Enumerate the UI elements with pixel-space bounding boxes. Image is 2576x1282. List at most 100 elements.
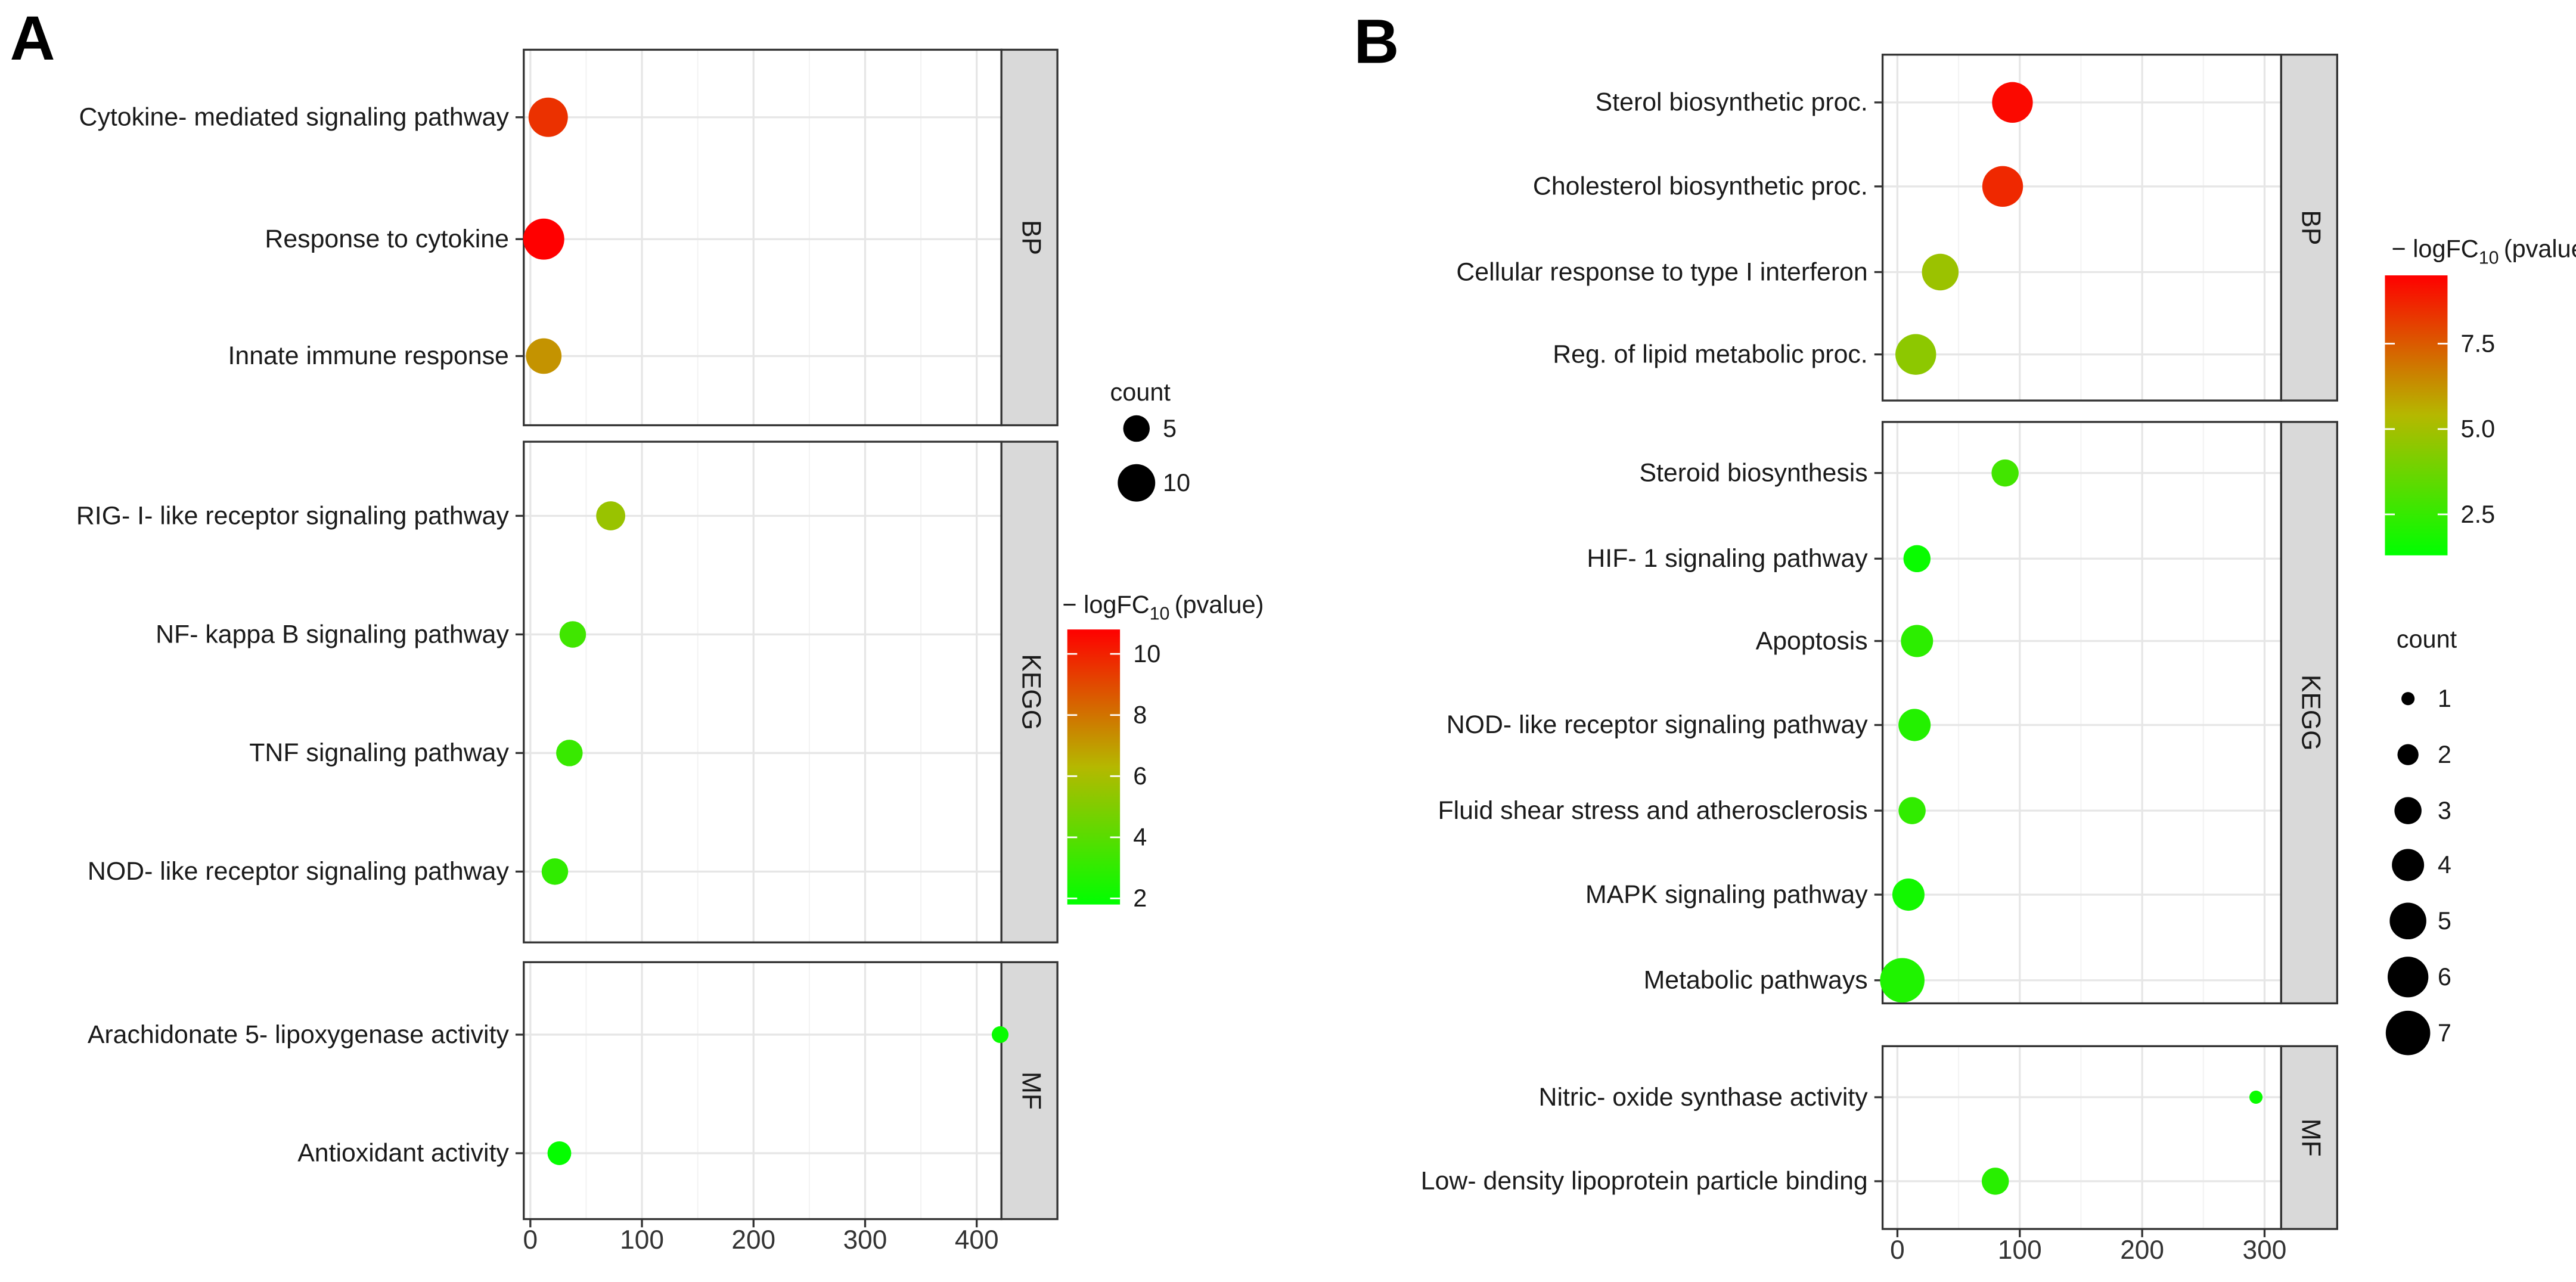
data-point: [1991, 459, 2019, 487]
y-tick-label: Metabolic pathways: [1644, 966, 1868, 995]
data-point: [1982, 166, 2023, 207]
data-point: [1903, 545, 1931, 573]
size-legend-title: count: [2397, 625, 2457, 653]
data-point: [526, 338, 562, 374]
y-tick-label: Cholesterol biosynthetic proc.: [1533, 172, 1868, 201]
facet-strip: [1000, 440, 1059, 943]
size-legend-label: 3: [2438, 796, 2451, 824]
color-legend-title-sub: 10: [2479, 248, 2499, 268]
y-tick-label: Steroid biosynthesis: [1639, 458, 1867, 487]
size-legend-label: 10: [1163, 468, 1190, 496]
y-tick-label: NF- kappa B signaling pathway: [156, 620, 509, 648]
facet-strip: [1000, 48, 1059, 427]
color-bar-tick-label: 6: [1133, 762, 1147, 790]
x-tick-label: 0: [1890, 1236, 1905, 1265]
panel-b: BP Sterol biosynthetic proc. Cholesterol b…: [1421, 54, 2576, 1265]
size-legend-dot: [1123, 415, 1150, 442]
x-tick-label: 100: [620, 1225, 664, 1255]
data-point: [1880, 958, 1925, 1003]
y-tick-label: RIG- I- like receptor signaling pathway: [76, 501, 510, 530]
size-legend-label: 5: [2438, 907, 2451, 935]
facet-bp: BP Cytokine- mediated signaling pathway Re…: [79, 48, 1059, 427]
facet-strip-label: BP: [1016, 220, 1045, 255]
size-legend-dot: [2385, 1010, 2431, 1056]
color-bar-tick-label: 4: [1133, 823, 1147, 851]
color-legend-title-main: − logFC: [1062, 591, 1149, 619]
y-tick-label: NOD- like receptor signaling pathway: [1447, 710, 1869, 739]
y-tick-label: Innate immune response: [228, 342, 509, 370]
data-point: [556, 740, 583, 766]
y-tick-label: Arachidonate 5- lipoxygenase activity: [88, 1020, 510, 1049]
color-bar: [1067, 629, 1121, 905]
size-legend-dot: [2392, 849, 2425, 881]
size-legend-dot: [2394, 797, 2422, 824]
data-point: [1981, 1168, 2009, 1195]
data-point: [528, 97, 568, 137]
color-bar-tick-label: 10: [1133, 640, 1160, 668]
size-legend-dot: [2389, 902, 2426, 940]
plot-background: [523, 962, 1002, 1219]
plot-background: [1882, 54, 2282, 401]
facet-mf: MF Nitric- oxide synthase activity Low- de…: [1421, 1045, 2338, 1230]
data-point: [1922, 253, 1959, 291]
x-tick-label: 100: [1998, 1236, 2042, 1265]
data-point: [1992, 82, 2033, 123]
facet-strip-label: MF: [1016, 1072, 1045, 1110]
facet-bp: BP Sterol biosynthetic proc. Cholesterol b…: [1456, 54, 2338, 402]
color-legend-title-main: − logFC: [2391, 235, 2478, 263]
color-legend-title: − logFC10(pvalue): [2391, 235, 2576, 268]
facet-strip-label: MF: [2296, 1119, 2326, 1157]
y-tick-label: Sterol biosynthetic proc.: [1596, 88, 1868, 117]
color-bar: [2385, 275, 2448, 555]
x-tick-label: 200: [731, 1225, 775, 1255]
color-legend-title-end: (pvalue): [1175, 591, 1264, 619]
size-legend-label: 2: [2438, 740, 2451, 768]
color-bar-tick-label: 2.5: [2461, 500, 2496, 528]
facet-strip-label: KEGG: [2296, 675, 2326, 751]
facet-strip-label: BP: [2296, 210, 2326, 245]
color-legend-title-end: (pvalue): [2504, 235, 2576, 263]
size-legend-label: 7: [2438, 1019, 2451, 1047]
data-point: [2249, 1090, 2263, 1104]
color-bar-tick-label: 5.0: [2461, 415, 2496, 443]
data-point: [523, 218, 564, 260]
y-tick-label: Antioxidant activity: [297, 1139, 509, 1168]
color-legend-title: − logFC10(pvalue): [1062, 591, 1264, 624]
y-tick-label: NOD- like receptor signaling pathway: [88, 857, 510, 886]
x-tick-label: 400: [955, 1225, 999, 1255]
color-legend-title-sub: 10: [1150, 604, 1170, 624]
facet-strip: [2280, 1045, 2338, 1230]
data-point: [1901, 625, 1933, 657]
data-point: [1898, 709, 1931, 741]
panel-label-b: B: [1354, 7, 1399, 77]
y-tick-label: Cytokine- mediated signaling pathway: [79, 103, 510, 132]
facet-strip: [1000, 961, 1059, 1221]
y-tick-label: Fluid shear stress and atherosclerosis: [1438, 796, 1867, 825]
facet-strip-label: KEGG: [1016, 654, 1045, 730]
size-legend-title: count: [1110, 378, 1171, 406]
data-point: [1898, 797, 1926, 824]
data-point: [596, 501, 625, 530]
panel-label-a: A: [10, 4, 55, 73]
size-legend-dot: [2401, 692, 2415, 706]
y-tick-label: Apoptosis: [1756, 626, 1868, 655]
color-bar-tick-label: 7.5: [2461, 329, 2496, 357]
data-point: [559, 621, 586, 648]
facet-kegg: KEGG Steroid biosynthesis HIF- 1 signaling…: [1438, 421, 2338, 1005]
size-legend-dot: [2387, 957, 2429, 998]
y-tick-label: Cellular response to type I interferon: [1456, 257, 1867, 286]
facet-kegg: KEGG RIG- I- like receptor signaling path…: [76, 440, 1059, 943]
x-tick-label: 200: [2120, 1236, 2164, 1265]
facet-strip: [2280, 54, 2338, 402]
size-legend-dot: [1118, 464, 1156, 502]
color-bar-tick-label: 8: [1133, 701, 1147, 729]
color-bar-tick-label: 2: [1133, 884, 1147, 912]
size-legend-label: 4: [2438, 850, 2451, 879]
panel-a: BP Cytokine- mediated signaling pathway Re…: [76, 48, 1264, 1255]
size-legend-dot: [2397, 744, 2419, 765]
y-tick-label: Nitric- oxide synthase activity: [1539, 1083, 1869, 1112]
y-tick-label: HIF- 1 signaling pathway: [1587, 544, 1868, 573]
size-legend-label: 5: [1163, 414, 1177, 442]
x-tick-label: 0: [523, 1225, 538, 1255]
